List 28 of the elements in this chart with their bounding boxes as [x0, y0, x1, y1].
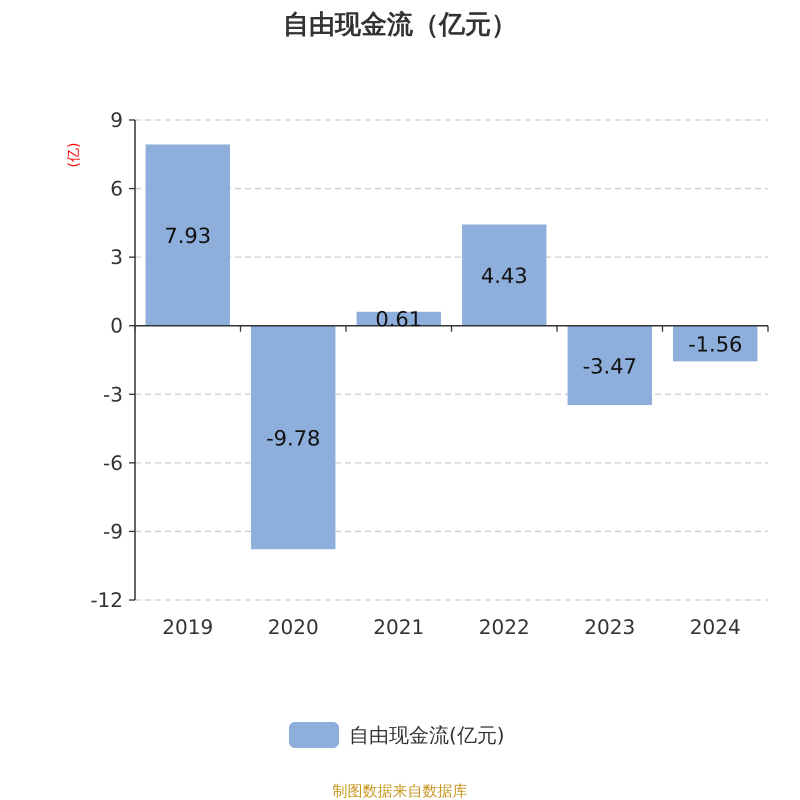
data-label: 4.43 — [480, 264, 528, 288]
y-tick-label: -12 — [90, 588, 123, 612]
bar — [146, 144, 230, 326]
x-tick-label: 2019 — [162, 615, 214, 639]
text: 制图数据来自数据库 — [332, 782, 468, 800]
data-label: -3.47 — [582, 354, 637, 378]
y-tick-label: 3 — [110, 245, 123, 270]
x-tick-label: 2022 — [478, 615, 530, 639]
x-tick-label: 2023 — [584, 615, 636, 639]
legend-label: 自由现金流(亿元) — [349, 723, 505, 747]
data-label: -9.78 — [266, 426, 320, 450]
x-tick-label: 2020 — [268, 615, 319, 639]
bar — [568, 326, 652, 406]
y-tick-label: -3 — [103, 382, 123, 406]
y-tick-label: -9 — [103, 519, 123, 544]
data-label: 7.93 — [164, 224, 212, 248]
x-tick-label: 2021 — [373, 615, 424, 639]
bar — [462, 224, 546, 326]
data-label: -1.56 — [688, 332, 742, 357]
y-tick-label: 9 — [110, 108, 123, 132]
bar — [251, 326, 336, 550]
y-tick-label: 0 — [110, 314, 123, 338]
y-axis-title: (亿) — [66, 142, 82, 168]
y-tick-label: -6 — [103, 450, 123, 475]
bar — [673, 326, 758, 362]
x-tick-label: 2024 — [690, 615, 741, 639]
chart-title: 自由现金流（亿元） — [283, 10, 517, 40]
y-tick-label: 6 — [110, 176, 123, 201]
